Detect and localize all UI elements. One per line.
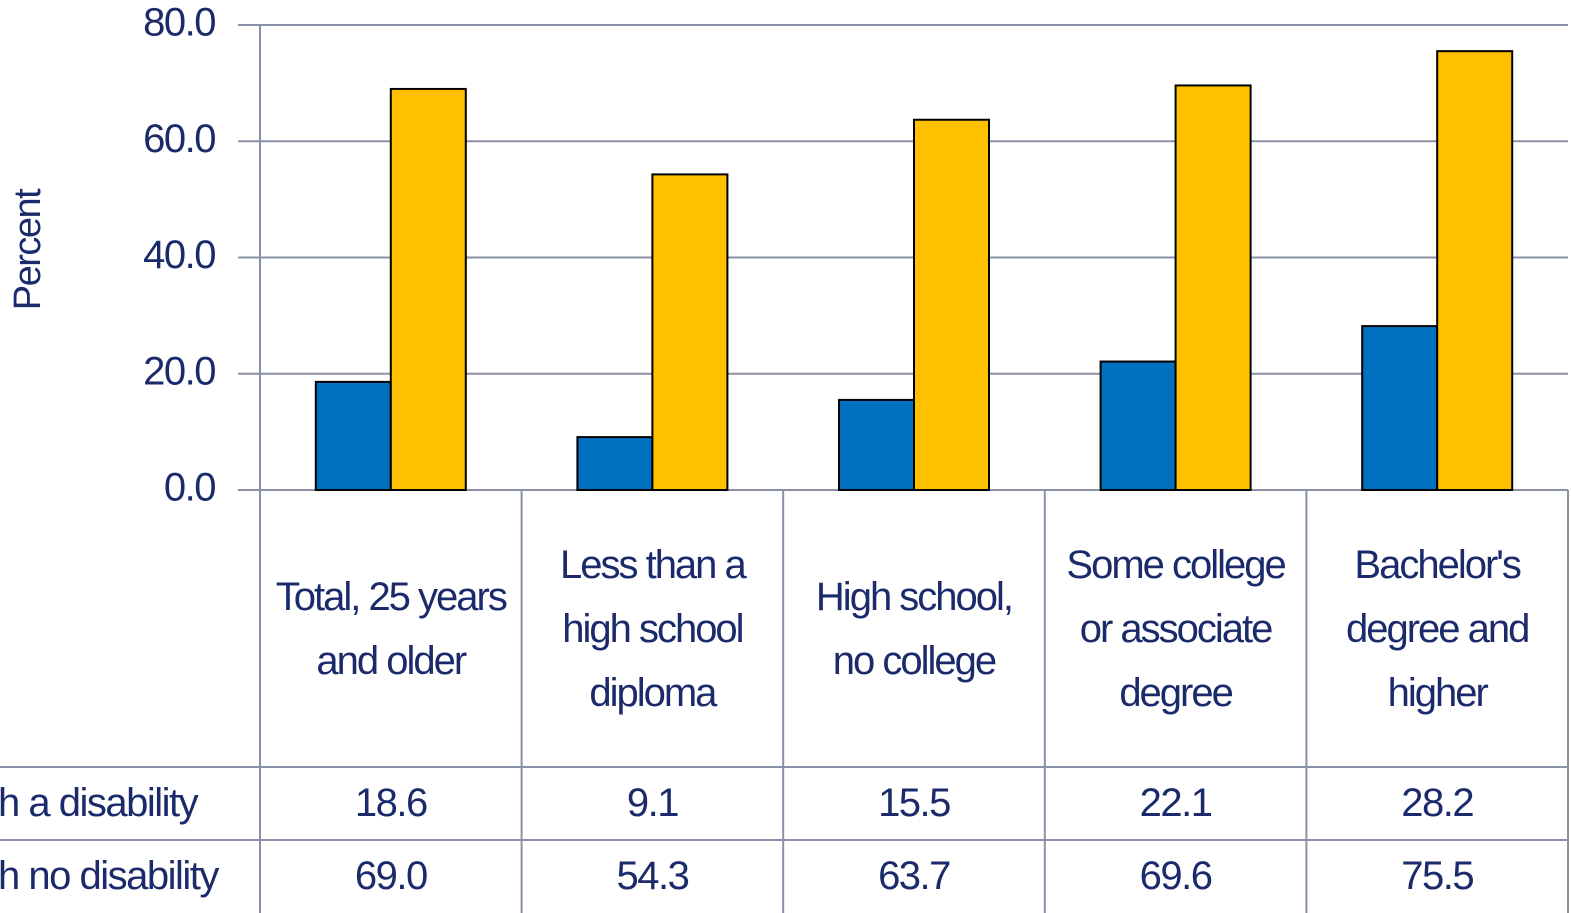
bar [576, 436, 654, 492]
x-tick-label: Some college or associate degree [1066, 542, 1286, 715]
data-label: 18.6 [355, 781, 427, 825]
x-tick-label: Less than a high school diploma [559, 542, 747, 715]
bar [1099, 360, 1177, 492]
legend-label: h no disability [0, 854, 219, 898]
bar [1436, 50, 1514, 491]
bar [913, 118, 990, 492]
bar [1174, 84, 1252, 491]
bar [1361, 325, 1439, 491]
bar [314, 380, 392, 492]
y-tick-label: 20.0 [143, 349, 215, 393]
y-tick-label: 80.0 [143, 1, 215, 45]
bar [651, 173, 729, 491]
x-tick-label: Bachelor's degree and higher [1345, 542, 1530, 715]
y-tick-label: 60.0 [143, 117, 215, 161]
y-axis-label: Percent [7, 188, 49, 310]
bar [838, 398, 915, 491]
data-label: 75.5 [1401, 854, 1473, 898]
legend-label: h a disability [0, 781, 199, 825]
x-tick-label: High school, no college [815, 574, 1014, 683]
x-tick-label: Total, 25 years and older [275, 574, 508, 683]
data-label: 15.5 [878, 781, 950, 825]
data-label: 9.1 [627, 781, 678, 825]
y-tick-label: 0.0 [164, 466, 215, 510]
data-label: 28.2 [1401, 781, 1473, 825]
data-label: 63.7 [878, 854, 950, 898]
bar [389, 87, 467, 491]
data-label: 22.1 [1140, 781, 1212, 825]
data-label: 69.0 [355, 854, 427, 898]
y-tick-label: 40.0 [143, 233, 215, 277]
data-label: 69.6 [1140, 854, 1212, 898]
data-label: 54.3 [616, 854, 688, 898]
